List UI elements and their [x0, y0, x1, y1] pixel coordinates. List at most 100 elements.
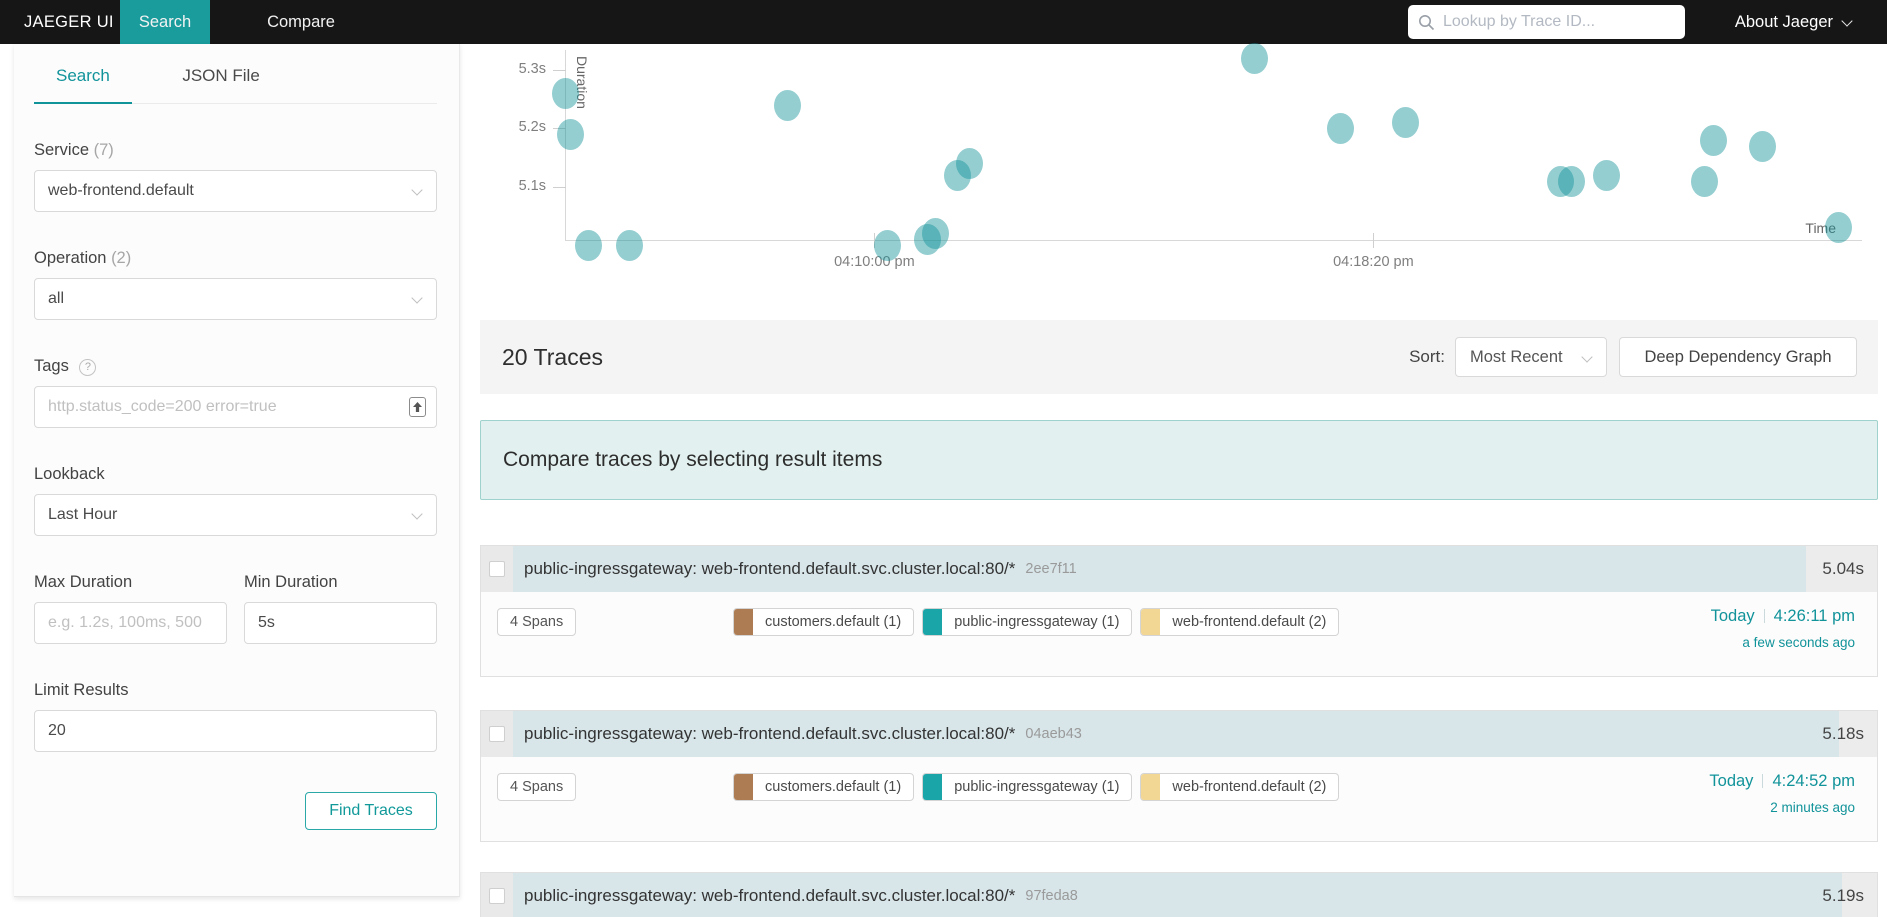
- compare-banner: Compare traces by selecting result items: [480, 420, 1878, 500]
- trace-scatter-point[interactable]: [874, 230, 902, 261]
- trace-scatter-point[interactable]: [552, 77, 579, 109]
- service-color-swatch: [1141, 609, 1161, 635]
- trace-scatter-point[interactable]: [615, 230, 643, 261]
- trace-scatter-point[interactable]: [1825, 212, 1853, 244]
- help-icon[interactable]: ?: [79, 359, 97, 376]
- checkbox-cell: [481, 873, 513, 917]
- divider: [1763, 609, 1765, 623]
- trace-select-checkbox[interactable]: [489, 726, 505, 742]
- trace-title[interactable]: public-ingressgateway: web-frontend.defa…: [524, 886, 1016, 905]
- y-tick-label: 5.3s: [518, 60, 546, 77]
- trace-scatter-point[interactable]: [1592, 159, 1620, 191]
- trace-select-checkbox[interactable]: [489, 888, 505, 904]
- sort-select[interactable]: Most Recent: [1455, 337, 1607, 377]
- trace-duration: 5.19s: [1822, 886, 1864, 905]
- trace-result-card: public-ingressgateway: web-frontend.defa…: [480, 545, 1878, 677]
- trace-scatter-point[interactable]: [1690, 165, 1718, 197]
- brand-link[interactable]: JAEGER UI: [24, 13, 114, 31]
- deep-dependency-graph-button[interactable]: Deep Dependency Graph: [1619, 337, 1857, 377]
- top-nav: JAEGER UI Search Compare About Jaeger: [0, 0, 1887, 44]
- service-color-swatch: [1141, 774, 1161, 800]
- trace-duration: 5.18s: [1822, 724, 1864, 743]
- results-header: 20 Traces Sort: Most Recent Deep Depende…: [480, 320, 1878, 394]
- trace-day: Today: [1710, 607, 1755, 625]
- y-tick: [553, 69, 566, 71]
- trace-card-body: 4 Spans customers.default (1) public-ing…: [481, 592, 1877, 677]
- operation-select[interactable]: all: [34, 278, 437, 320]
- trace-title[interactable]: public-ingressgateway: web-frontend.defa…: [524, 724, 1016, 743]
- chevron-down-icon: [411, 184, 423, 196]
- about-jaeger-menu[interactable]: About Jaeger: [1734, 13, 1833, 31]
- trace-scatter-point[interactable]: [574, 230, 602, 261]
- min-duration-input[interactable]: [245, 603, 478, 643]
- trace-lookup-box: [1408, 5, 1685, 39]
- x-axis-title: Time: [1805, 220, 1836, 236]
- service-tag-list: customers.default (1) public-ingressgate…: [733, 773, 1347, 801]
- operation-label: Operation (2): [34, 249, 132, 267]
- limit-results-input[interactable]: [35, 711, 426, 751]
- nav-tab-compare[interactable]: Compare: [267, 13, 335, 31]
- trace-age: a few seconds ago: [1742, 635, 1855, 650]
- span-count-badge: 4 Spans: [497, 608, 577, 636]
- tab-json-file[interactable]: JSON File: [182, 66, 260, 85]
- duration-bar-track: public-ingressgateway: web-frontend.defa…: [513, 546, 1877, 592]
- trace-link-header[interactable]: public-ingressgateway: web-frontend.defa…: [481, 711, 1877, 757]
- service-tag: web-frontend.default (2): [1140, 773, 1340, 801]
- duration-bar: [513, 873, 1842, 917]
- trace-id: 97feda8: [1025, 888, 1078, 904]
- service-tag: web-frontend.default (2): [1140, 608, 1340, 636]
- trace-select-checkbox[interactable]: [489, 561, 505, 577]
- min-duration-field: [244, 602, 478, 644]
- trace-scatter-point[interactable]: [914, 224, 942, 256]
- limit-results-label: Limit Results: [34, 681, 129, 699]
- service-color-swatch: [734, 774, 753, 800]
- trace-scatter-point[interactable]: [922, 218, 950, 250]
- trace-duration: 5.04s: [1822, 559, 1864, 578]
- tab-search[interactable]: Search: [34, 66, 132, 104]
- x-tick-label: 04:10:00 pm: [834, 254, 915, 270]
- trace-title[interactable]: public-ingressgateway: web-frontend.defa…: [524, 559, 1016, 578]
- y-tick: [553, 186, 566, 188]
- trace-card-body: 4 Spans customers.default (1) public-ing…: [481, 757, 1877, 842]
- scatter-plot: Duration Time 5.1s 5.2s 5.3s 04:10:00 pm 04:…: [480, 42, 1878, 294]
- trace-scatter-point[interactable]: [1699, 124, 1727, 156]
- service-count: (7): [93, 141, 114, 159]
- trace-scatter-point[interactable]: [1547, 165, 1574, 197]
- trace-scatter-point[interactable]: [1240, 42, 1268, 74]
- tags-field: [34, 386, 437, 428]
- trace-scatter-point[interactable]: [1748, 130, 1776, 162]
- service-tag: customers.default (1): [733, 773, 915, 801]
- min-duration-label: Min Duration: [244, 573, 338, 591]
- lookback-select[interactable]: Last Hour: [34, 494, 437, 536]
- service-tag: public-ingressgateway (1): [922, 608, 1133, 636]
- trace-link-header[interactable]: public-ingressgateway: web-frontend.defa…: [481, 546, 1877, 592]
- trace-scatter-point[interactable]: [1327, 113, 1355, 144]
- trace-link-header[interactable]: public-ingressgateway: web-frontend.defa…: [481, 873, 1877, 917]
- x-tick-label: 04:18:20 pm: [1333, 254, 1414, 270]
- trace-timestamps: Today 4:26:11 pm a few seconds ago: [1711, 607, 1855, 650]
- trace-scatter-point[interactable]: [944, 159, 972, 191]
- trace-scatter-point[interactable]: [1392, 107, 1420, 139]
- operation-count: (2): [111, 249, 132, 267]
- trace-scatter-point[interactable]: [956, 148, 984, 180]
- duration-bar-track: public-ingressgateway: web-frontend.defa…: [513, 711, 1877, 757]
- trace-scatter-point[interactable]: [773, 89, 801, 121]
- service-color-swatch: [923, 609, 943, 635]
- trace-time: 4:26:11 pm: [1773, 607, 1855, 625]
- checkbox-cell: [481, 711, 513, 757]
- logfmt-toggle-icon[interactable]: [409, 397, 426, 417]
- trace-scatter-point[interactable]: [1557, 165, 1585, 197]
- service-select[interactable]: web-frontend.default: [34, 170, 437, 212]
- limit-results-field: [34, 710, 437, 752]
- nav-tab-search[interactable]: Search: [120, 0, 210, 44]
- trace-lookup-input[interactable]: [1443, 13, 1675, 31]
- max-duration-input[interactable]: [35, 603, 268, 643]
- max-duration-label: Max Duration: [34, 573, 133, 591]
- trace-scatter-point[interactable]: [556, 118, 584, 150]
- find-traces-button[interactable]: Find Traces: [305, 792, 437, 830]
- search-icon: [1419, 14, 1435, 30]
- x-tick: [874, 233, 876, 248]
- tags-input[interactable]: [35, 387, 409, 427]
- lookback-label: Lookback: [34, 465, 105, 483]
- duration-bar-track: public-ingressgateway: web-frontend.defa…: [513, 873, 1877, 917]
